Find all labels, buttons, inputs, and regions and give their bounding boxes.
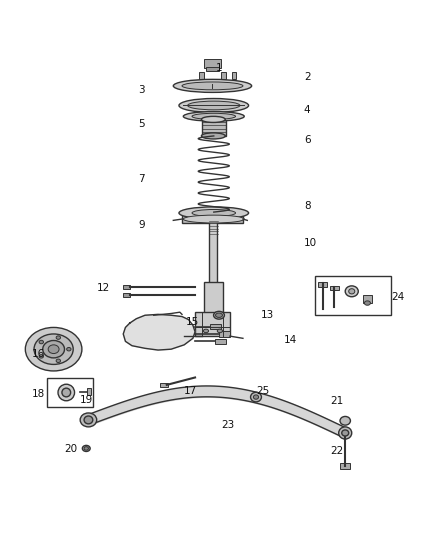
Bar [123,285,130,289]
Text: 2: 2 [304,72,311,82]
Text: 10: 10 [304,238,317,247]
Ellipse shape [203,329,208,333]
Ellipse shape [48,345,59,353]
Bar [221,71,226,79]
Ellipse shape [184,215,244,223]
Ellipse shape [34,334,73,365]
Ellipse shape [201,133,225,139]
Text: 3: 3 [138,85,145,95]
Bar [204,59,221,68]
Ellipse shape [179,207,249,219]
Text: 5: 5 [138,119,145,129]
Text: 15: 15 [186,317,200,327]
Ellipse shape [56,359,60,362]
Ellipse shape [82,446,90,451]
Ellipse shape [349,289,355,294]
Text: 13: 13 [260,310,274,320]
Bar [209,222,217,295]
Bar [232,71,237,79]
Text: 6: 6 [304,135,311,146]
Ellipse shape [217,329,223,333]
Ellipse shape [187,101,240,110]
Text: 9: 9 [138,220,145,230]
Ellipse shape [201,116,225,123]
Ellipse shape [214,311,224,319]
Bar [330,286,339,290]
Bar [47,378,93,407]
Bar [315,276,391,315]
Ellipse shape [345,286,358,297]
Text: 25: 25 [256,385,269,395]
Ellipse shape [340,416,350,425]
Text: 7: 7 [138,174,145,184]
Bar [210,324,221,329]
Text: 18: 18 [32,389,45,399]
Text: 19: 19 [80,395,93,405]
Text: 22: 22 [330,447,343,456]
Text: 8: 8 [304,200,311,211]
Bar [215,339,226,344]
Ellipse shape [192,114,236,119]
Ellipse shape [39,354,43,358]
Bar [363,295,372,303]
Bar [201,119,226,136]
Ellipse shape [173,79,252,92]
Ellipse shape [251,392,261,402]
Bar [206,67,219,71]
Ellipse shape [39,340,43,344]
Bar [318,282,327,287]
Ellipse shape [215,313,223,318]
Ellipse shape [84,447,88,450]
Text: 12: 12 [97,283,110,293]
Ellipse shape [56,336,60,340]
Text: 24: 24 [391,292,404,302]
Text: 17: 17 [184,385,198,395]
Text: 16: 16 [32,349,45,359]
Ellipse shape [342,430,349,436]
Ellipse shape [364,301,371,305]
Text: 14: 14 [284,335,297,345]
Ellipse shape [67,348,71,351]
Ellipse shape [184,111,244,121]
Bar [195,312,230,336]
Text: 4: 4 [304,105,311,115]
Ellipse shape [80,413,97,427]
Ellipse shape [84,416,93,424]
Ellipse shape [62,388,71,397]
Bar [87,388,91,395]
Ellipse shape [25,327,82,371]
Bar [160,383,168,387]
Bar [340,463,350,469]
Text: 20: 20 [64,445,78,454]
Text: 23: 23 [221,421,234,430]
Ellipse shape [182,82,243,90]
Ellipse shape [43,341,64,358]
Ellipse shape [192,209,236,216]
Polygon shape [123,314,195,350]
Ellipse shape [179,99,249,112]
Bar [123,293,130,297]
Bar [204,282,223,323]
Ellipse shape [58,384,74,401]
Text: 21: 21 [330,397,343,407]
Ellipse shape [339,427,352,439]
Bar [219,332,230,336]
Bar [182,215,243,223]
Ellipse shape [253,395,258,399]
Text: 1: 1 [215,63,223,74]
Bar [199,71,204,79]
